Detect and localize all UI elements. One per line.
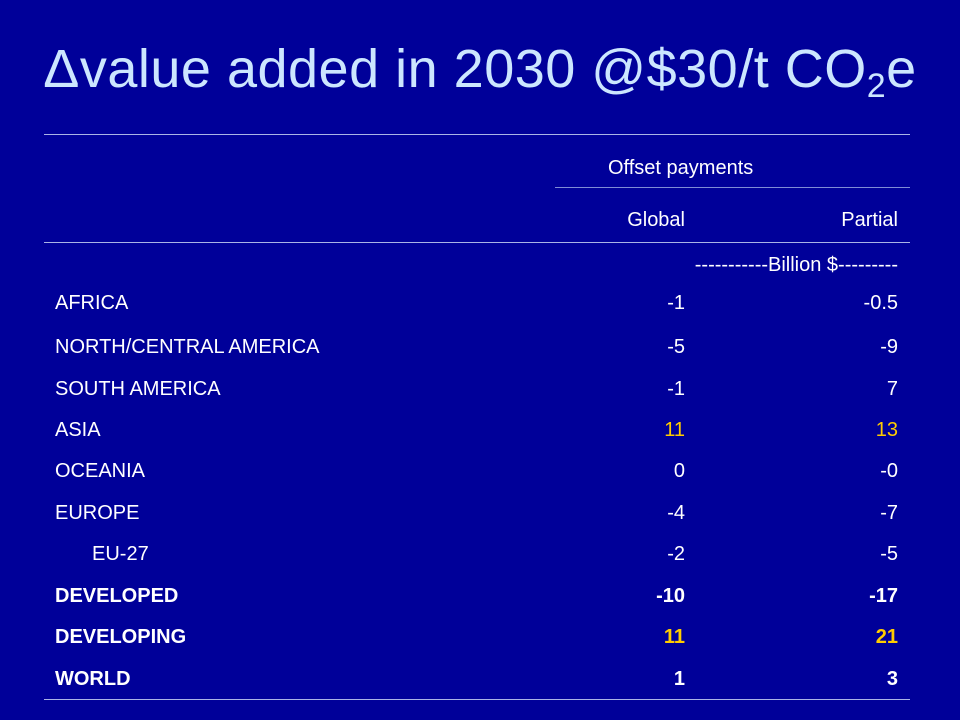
row-label: ASIA: [55, 419, 101, 441]
row-label: DEVELOPED: [55, 585, 179, 607]
partial-column-header: Partial: [841, 209, 898, 231]
row-label: DEVELOPING: [55, 626, 187, 648]
partial-value: -0: [880, 460, 898, 482]
global-value: 1: [673, 668, 685, 690]
group-header-divider: [555, 187, 910, 188]
row-label: SOUTH AMERICA: [55, 378, 221, 400]
global-value: 11: [664, 419, 685, 441]
partial-value: -17: [869, 585, 898, 607]
offset-payments-header: Offset payments: [608, 157, 754, 179]
row-label: OCEANIA: [55, 460, 146, 482]
global-value: -1: [667, 292, 685, 314]
unit-row: -----------Billion $---------: [694, 254, 898, 276]
title-divider: [44, 134, 910, 135]
global-value: -1: [667, 378, 685, 400]
table-bottom-divider: [44, 699, 910, 700]
title-subscript: 2: [866, 67, 887, 105]
row-label-indented: EU-27: [92, 543, 149, 565]
partial-value: -0.5: [863, 292, 898, 314]
partial-value: 21: [875, 626, 898, 648]
global-value: 0: [673, 460, 685, 482]
global-value: -10: [656, 585, 685, 607]
row-label: AFRICA: [55, 292, 129, 314]
global-value: -2: [667, 543, 685, 565]
partial-value: 13: [875, 419, 898, 441]
title-main: Δvalue added in 2030 @$30/t CO: [43, 39, 867, 99]
partial-value: 7: [886, 378, 898, 400]
partial-value: -7: [880, 502, 898, 524]
header-divider: [44, 242, 910, 243]
global-column-header: Global: [627, 209, 685, 231]
global-value: -4: [667, 502, 685, 524]
slide-title: Δvalue added in 2030 @$30/t CO2e: [0, 38, 960, 103]
partial-value: 3: [886, 668, 898, 690]
partial-value: -9: [880, 336, 898, 358]
row-label: EUROPE: [55, 502, 140, 524]
row-label: WORLD: [55, 668, 131, 690]
global-value: -5: [667, 336, 685, 358]
row-label: NORTH/CENTRAL AMERICA: [55, 336, 320, 358]
title-tail: e: [886, 39, 917, 99]
partial-value: -5: [880, 543, 898, 565]
global-value: 11: [663, 626, 685, 648]
